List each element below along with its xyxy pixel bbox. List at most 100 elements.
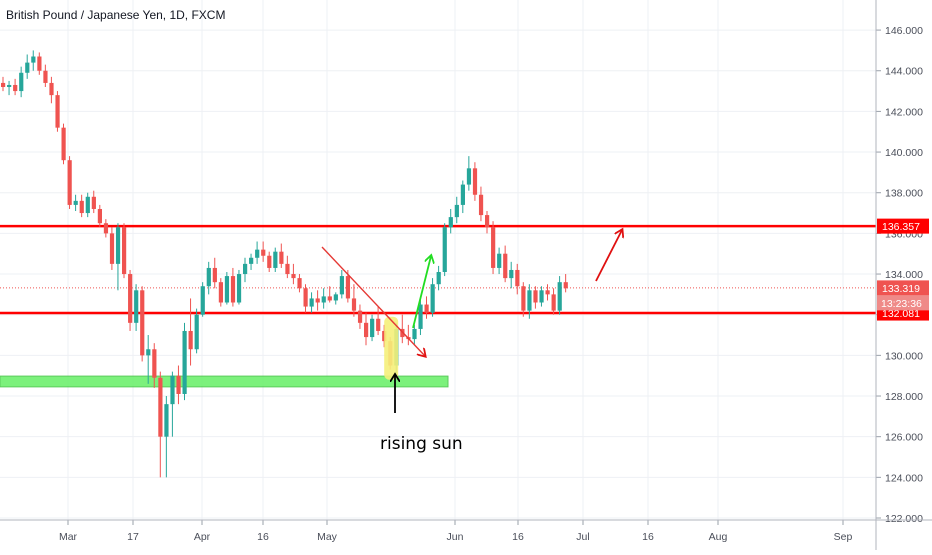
candle-body <box>1 82 6 88</box>
candle-body <box>85 196 90 214</box>
candle-body <box>25 62 30 73</box>
candle-body <box>267 255 272 268</box>
price-tag-label: 133.319 <box>882 283 920 295</box>
candle-body <box>97 208 102 224</box>
candle-body <box>188 330 193 350</box>
candle-body <box>321 296 326 303</box>
candle-body <box>370 318 375 338</box>
candle-body <box>297 278 302 289</box>
candle-body <box>448 217 453 228</box>
candle-body <box>460 184 465 205</box>
candle-body <box>194 314 199 350</box>
candle-body <box>73 200 78 205</box>
candle-body <box>345 276 351 299</box>
candle-body <box>497 253 502 268</box>
candle-body <box>515 269 520 287</box>
candle-body <box>67 160 72 205</box>
price-tag <box>877 280 929 296</box>
price-tag-label: 132.081 <box>882 308 920 320</box>
red-up-arrow <box>595 230 622 282</box>
candle-body <box>170 375 175 405</box>
green-up-arrow <box>412 256 431 329</box>
candle-body <box>218 282 223 303</box>
candle-body <box>430 284 435 313</box>
chart-title: British Pound / Japanese Yen, 1D, FXCM <box>6 8 226 22</box>
candle-body <box>7 84 12 88</box>
y-tick-label: 140.000 <box>885 147 923 159</box>
horizontal-levels <box>0 224 876 315</box>
candle-body <box>478 194 484 216</box>
candle-body <box>418 304 423 329</box>
x-tick-label: Apr <box>194 531 211 543</box>
y-tick-label: 142.000 <box>885 106 923 118</box>
trend-line-arrow <box>321 246 425 356</box>
candle-body <box>31 56 36 63</box>
candle-body <box>128 274 133 323</box>
candle-body <box>249 257 254 264</box>
candle-body <box>212 267 217 283</box>
candle-body <box>224 276 230 303</box>
candle-body <box>442 227 447 273</box>
y-tick-label: 128.000 <box>885 391 923 403</box>
candle-body <box>539 290 544 303</box>
candle-body <box>115 227 121 264</box>
candle-body <box>424 304 429 313</box>
x-tick-label: 16 <box>257 531 269 543</box>
candle-body <box>176 375 181 394</box>
y-tick-label: 122.000 <box>885 513 923 525</box>
candle-body <box>364 322 369 338</box>
candle-body <box>357 310 363 323</box>
candle-body <box>563 282 568 289</box>
candle-body <box>55 95 60 128</box>
candle-body <box>412 328 417 340</box>
candle-body <box>291 274 296 279</box>
candle-body <box>261 249 266 256</box>
candles <box>1 50 568 478</box>
candle-body <box>61 127 66 161</box>
candle-body <box>333 294 338 301</box>
candle-body <box>152 349 157 378</box>
x-tick-label: Aug <box>709 531 728 543</box>
candle-body <box>43 70 48 83</box>
candle-body <box>436 272 441 285</box>
candle-body <box>521 286 526 311</box>
candle-body <box>551 294 556 311</box>
y-tick-label: 126.000 <box>885 432 923 444</box>
candle-body <box>134 290 139 323</box>
candle-body <box>472 168 478 195</box>
x-tick-label: Mar <box>59 531 78 543</box>
candle-body <box>485 215 490 228</box>
x-tick-label: Jul <box>576 531 589 543</box>
candle-body <box>230 276 236 303</box>
y-tick-label: 130.000 <box>885 350 923 362</box>
candle-body <box>309 298 314 307</box>
candle-body <box>273 251 278 268</box>
candle-body <box>146 349 151 356</box>
candle-body <box>454 204 459 218</box>
candle-body <box>303 288 308 307</box>
price-tag-label: 136.357 <box>882 221 920 233</box>
x-tick-label: Jun <box>447 531 464 543</box>
drawings: rising sun <box>321 230 622 454</box>
candle-body <box>557 282 562 311</box>
countdown-tag <box>877 295 929 311</box>
y-tick-label: 138.000 <box>885 188 923 200</box>
x-tick-label: Sep <box>834 531 853 543</box>
candle-body <box>13 84 18 92</box>
candle-body <box>49 82 54 96</box>
candle-body <box>327 296 332 301</box>
y-tick-label: 144.000 <box>885 66 923 78</box>
candle-body <box>103 223 109 234</box>
candle-body <box>339 276 344 295</box>
candle-body <box>140 290 145 356</box>
candle-body <box>243 263 248 275</box>
candle-body <box>376 318 381 331</box>
candle-body <box>466 168 472 185</box>
candle-body <box>315 298 320 303</box>
y-tick-label: 146.000 <box>885 25 923 37</box>
candle-body <box>503 253 508 279</box>
x-tick-label: 17 <box>127 531 139 543</box>
